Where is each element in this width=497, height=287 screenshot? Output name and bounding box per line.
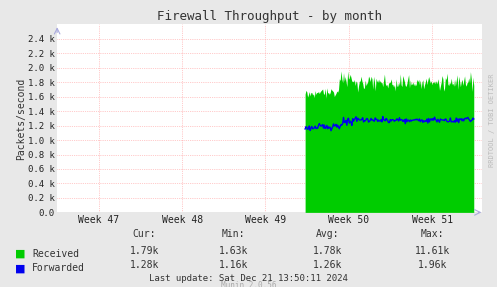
Text: Avg:: Avg: <box>316 229 340 239</box>
Text: Last update: Sat Dec 21 13:50:11 2024: Last update: Sat Dec 21 13:50:11 2024 <box>149 274 348 283</box>
Text: 1.26k: 1.26k <box>313 260 343 270</box>
Text: 1.96k: 1.96k <box>417 260 447 270</box>
Text: Munin 2.0.56: Munin 2.0.56 <box>221 282 276 287</box>
Text: Forwarded: Forwarded <box>32 263 85 273</box>
Text: 1.78k: 1.78k <box>313 246 343 256</box>
Text: Min:: Min: <box>222 229 246 239</box>
Text: 1.63k: 1.63k <box>219 246 248 256</box>
Text: 11.61k: 11.61k <box>415 246 450 256</box>
Text: RRDTOOL / TOBI OETIKER: RRDTOOL / TOBI OETIKER <box>489 74 495 167</box>
Title: Firewall Throughput - by month: Firewall Throughput - by month <box>157 10 382 23</box>
Text: 1.79k: 1.79k <box>129 246 159 256</box>
Text: Received: Received <box>32 249 80 259</box>
Text: ■: ■ <box>15 263 25 273</box>
Text: Cur:: Cur: <box>132 229 156 239</box>
Text: 1.28k: 1.28k <box>129 260 159 270</box>
Y-axis label: Packets/second: Packets/second <box>16 77 26 160</box>
Text: 1.16k: 1.16k <box>219 260 248 270</box>
Text: ■: ■ <box>15 249 25 259</box>
Text: Max:: Max: <box>420 229 444 239</box>
